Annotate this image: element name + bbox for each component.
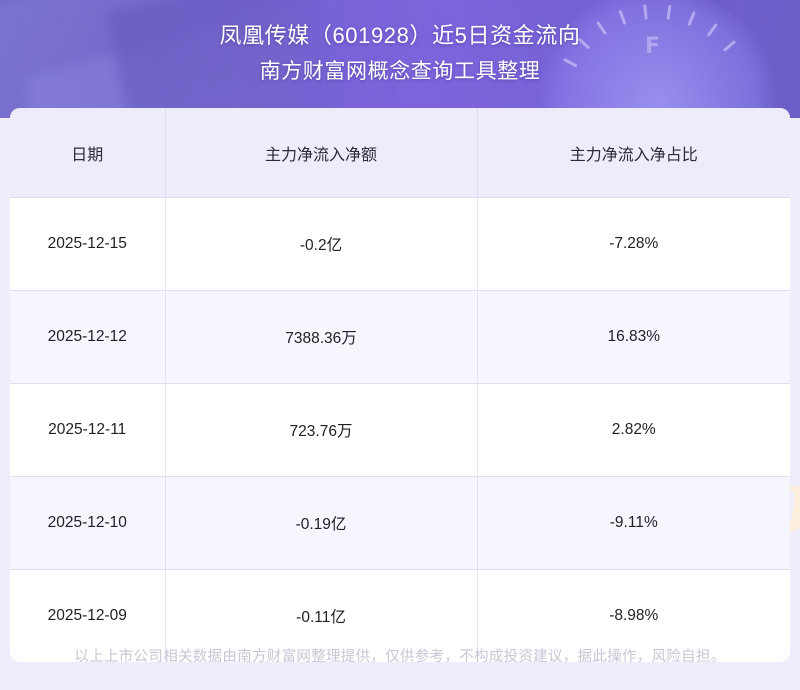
table-body: 2025-12-15 -0.2亿 -7.28% 2025-12-12 7388.… xyxy=(10,197,790,662)
cell-net-ratio: -9.11% xyxy=(477,476,790,570)
cell-net-amount: -0.19亿 xyxy=(165,476,478,570)
cell-net-amount: -0.2亿 xyxy=(165,197,478,291)
column-header-net-amount: 主力净流入净额 xyxy=(165,108,478,198)
cell-net-amount: -0.11亿 xyxy=(165,569,478,662)
cell-net-ratio: -7.28% xyxy=(477,197,790,291)
cell-date: 2025-12-11 xyxy=(10,383,166,477)
table-row: 2025-12-10 -0.19亿 -9.11% xyxy=(10,476,790,570)
gauge-fuel-letter: F xyxy=(645,34,661,59)
table-header: 日期 主力净流入净额 主力净流入净占比 xyxy=(10,108,790,198)
cell-date: 2025-12-12 xyxy=(10,290,166,384)
cell-net-amount: 7388.36万 xyxy=(165,290,478,384)
table-header-row: 日期 主力净流入净额 主力净流入净占比 xyxy=(10,108,790,198)
cell-net-ratio: 16.83% xyxy=(477,290,790,384)
cell-net-ratio: 2.82% xyxy=(477,383,790,477)
gauge-graphic xyxy=(532,0,782,118)
cell-date: 2025-12-09 xyxy=(10,569,166,662)
table-row: 2025-12-15 -0.2亿 -7.28% xyxy=(10,197,790,291)
fund-flow-table-card: 日期 主力净流入净额 主力净流入净占比 2025-12-15 -0.2亿 -7.… xyxy=(10,108,790,662)
cell-net-ratio: -8.98% xyxy=(609,607,659,624)
column-header-date: 日期 xyxy=(10,108,166,198)
page-title: 凤凰传媒（601928）近5日资金流向 xyxy=(219,23,581,48)
cell-date: 2025-12-10 xyxy=(10,476,166,570)
table-row: 2025-12-12 7388.36万 16.83% xyxy=(10,290,790,384)
cell-date: 2025-12-15 xyxy=(10,197,166,291)
page-banner: F 凤凰传媒（601928）近5日资金流向 南方财富网概念查询工具整理 xyxy=(0,0,800,118)
table-row: 2025-12-09 -0.11亿 -8.98% xyxy=(10,569,790,662)
footer-disclaimer: 以上上市公司相关数据由南方财富网整理提供，仅供参考，不构成投资建议，据此操作，风… xyxy=(74,649,726,665)
column-header-net-ratio: 主力净流入净占比 xyxy=(477,108,790,198)
fund-flow-table: 日期 主力净流入净额 主力净流入净占比 2025-12-15 -0.2亿 -7.… xyxy=(10,108,790,662)
page-subtitle: 南方财富网概念查询工具整理 xyxy=(259,60,541,83)
table-row: 2025-12-11 723.76万 2.82% xyxy=(10,383,790,477)
banner-title-block: 凤凰传媒（601928）近5日资金流向 南方财富网概念查询工具整理 xyxy=(0,0,800,87)
cell-net-amount: 723.76万 xyxy=(165,383,478,477)
